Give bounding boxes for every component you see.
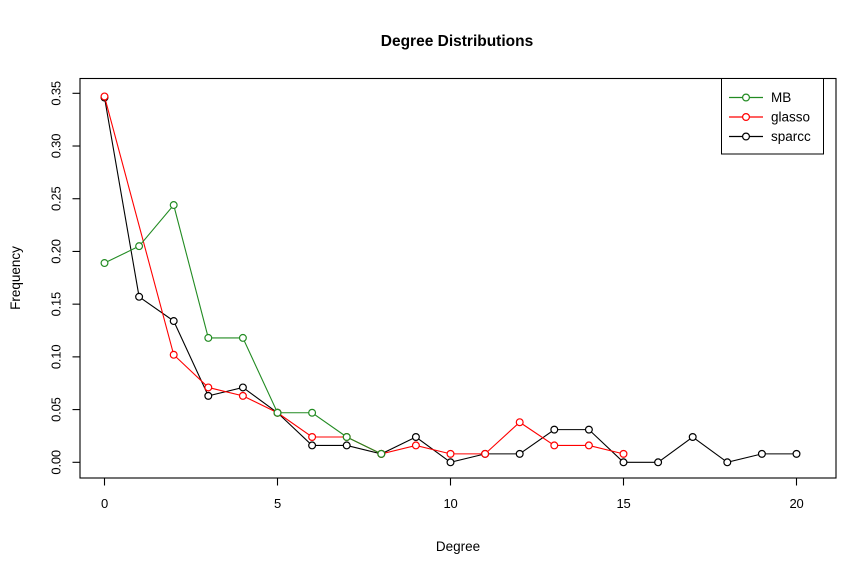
data-point-glasso (169, 350, 178, 359)
data-point-sparcc (619, 458, 628, 467)
data-point-MB (169, 201, 178, 210)
data-point-sparcc (446, 458, 455, 467)
series-line-glasso (103, 96, 624, 455)
y-axis-title: Frequency (8, 246, 23, 310)
y-tick-label: 0.05 (49, 397, 64, 422)
x-tick-label: 15 (616, 496, 630, 511)
data-point-glasso (308, 432, 317, 441)
legend-marker-glasso (741, 112, 750, 121)
data-point-sparcc (550, 425, 559, 434)
legend-label-MB: MB (771, 90, 791, 105)
chart-title: Degree Distributions (381, 33, 533, 50)
x-axis: 0 5 10 15 20 (101, 478, 804, 511)
data-point-glasso (481, 449, 490, 458)
y-tick-label: 0.20 (49, 239, 64, 264)
y-axis: 0.00 0.05 0.10 0.15 0.20 0.25 0.30 0.35 (49, 81, 80, 475)
data-point-sparcc (135, 292, 144, 301)
legend-entries: MB glasso sparcc (729, 90, 811, 144)
data-point-sparcc (688, 432, 697, 441)
series-line-MB (104, 203, 382, 455)
legend-marker-sparcc (741, 132, 750, 141)
data-point-MB (135, 242, 144, 251)
series-line-sparcc (103, 97, 797, 463)
data-point-glasso (204, 383, 213, 392)
data-point-sparcc (238, 383, 247, 392)
legend-label-glasso: glasso (771, 110, 810, 125)
data-point-MB (204, 333, 213, 342)
data-point-MB (100, 259, 109, 268)
legend-box (721, 78, 824, 155)
data-point-glasso (515, 418, 524, 427)
y-tick-label: 0.30 (49, 134, 64, 159)
data-point-sparcc (342, 441, 351, 450)
y-tick-label: 0.00 (49, 450, 64, 475)
data-point-glasso (411, 441, 420, 450)
data-point-MB (342, 432, 351, 441)
data-point-sparcc (204, 391, 213, 400)
x-axis-title: Degree (436, 539, 480, 554)
y-tick-label: 0.35 (49, 81, 64, 106)
y-tick-label: 0.15 (49, 292, 64, 317)
x-tick-label: 10 (443, 496, 457, 511)
legend-marker-MB (741, 93, 750, 102)
data-point-glasso (100, 92, 109, 101)
x-tick-label: 20 (789, 496, 803, 511)
x-tick-label: 5 (274, 496, 281, 511)
data-point-sparcc (169, 317, 178, 326)
x-tick-label: 0 (101, 496, 108, 511)
data-point-glasso (238, 391, 247, 400)
y-tick-label: 0.10 (49, 345, 64, 370)
data-point-glasso (550, 441, 559, 450)
data-point-MB (273, 408, 282, 417)
data-point-sparcc (723, 458, 732, 467)
y-tick-label: 0.25 (49, 186, 64, 211)
plot-box (79, 77, 837, 479)
data-point-MB (308, 408, 317, 417)
legend-label-sparcc: sparcc (771, 129, 811, 144)
data-point-sparcc (792, 449, 801, 458)
data-point-sparcc (411, 432, 420, 441)
data-point-sparcc (308, 441, 317, 450)
data-point-glasso (584, 441, 593, 450)
data-point-sparcc (584, 425, 593, 434)
legend: MB glasso sparcc (721, 78, 824, 155)
data-point-MB (377, 449, 386, 458)
series-layer (100, 92, 801, 467)
data-point-glasso (446, 449, 455, 458)
data-point-sparcc (757, 449, 766, 458)
data-point-MB (238, 333, 247, 342)
data-point-glasso (619, 449, 628, 458)
data-point-sparcc (654, 458, 663, 467)
data-point-sparcc (515, 449, 524, 458)
